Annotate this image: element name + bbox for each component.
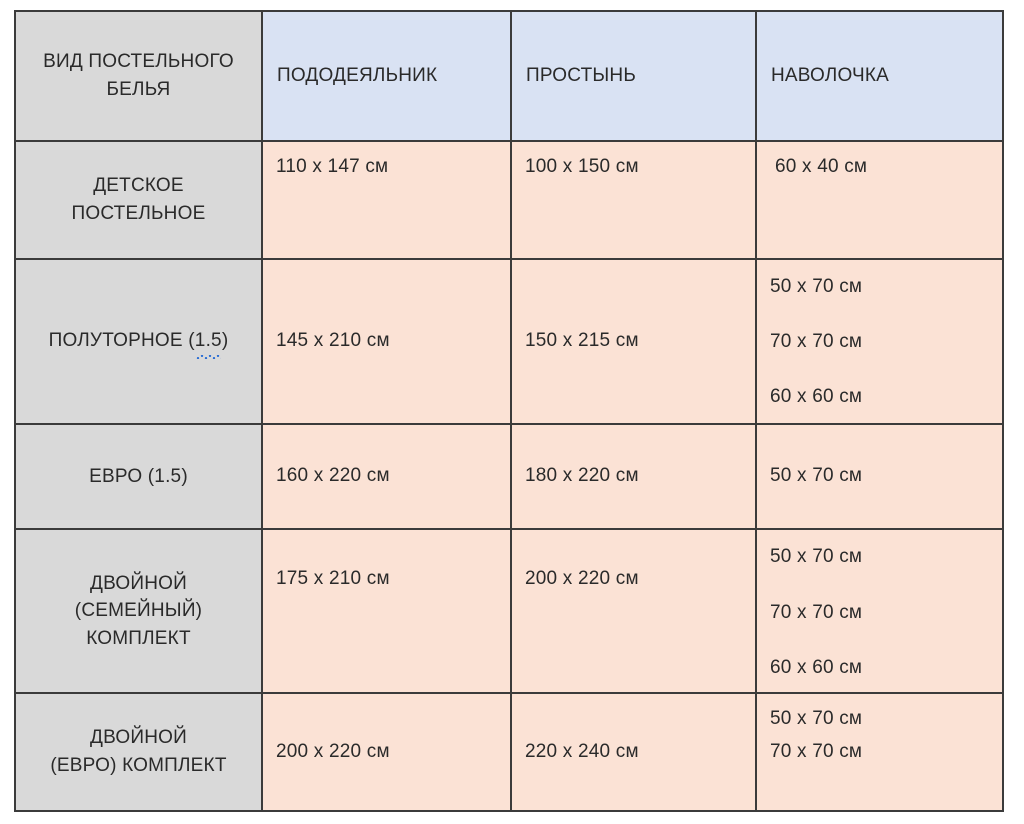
column-header-bed-sheet-label: ПРОСТЫНЬ: [526, 65, 636, 87]
linen-type-label-prefix: ПОЛУТОРНОЕ (: [48, 330, 195, 352]
column-header-linen-type: ВИД ПОСТЕЛЬНОГО БЕЛЬЯ: [14, 10, 263, 142]
size-value: 150 x 215 см: [525, 330, 639, 352]
size-value-stack: 180 x 220 см: [512, 463, 755, 490]
size-value: 180 x 220 см: [525, 465, 639, 487]
size-value-stack: 175 x 210 см: [263, 530, 510, 593]
size-value: 175 x 210 см: [276, 568, 390, 589]
size-value-stack: 50 x 70 см 70 x 70 см 60 x 60 см: [757, 260, 1002, 423]
size-value: 60 x 60 см: [770, 657, 863, 679]
cell-pillowcase-size: 50 x 70 см 70 x 70 см 60 x 60 см: [755, 258, 1004, 425]
size-value: 60 x 40 см: [775, 156, 868, 177]
size-value: 110 x 147 см: [276, 156, 389, 177]
cell-pillowcase-size: 50 x 70 см 70 x 70 см 60 x 60 см: [755, 528, 1004, 694]
size-value: 60 x 60 см: [770, 386, 863, 408]
cell-linen-type: ЕВРО (1.5): [14, 423, 263, 530]
column-header-linen-type-label: ВИД ПОСТЕЛЬНОГО БЕЛЬЯ: [43, 51, 234, 100]
size-value-stack: 200 x 220 см: [263, 739, 510, 766]
cell-linen-type: ДВОЙНОЙ (ЕВРО) КОМПЛЕКТ: [14, 692, 263, 812]
size-value-stack: 50 x 70 см: [757, 463, 1002, 490]
cell-linen-type: ПОЛУТОРНОЕ (1.5 ): [14, 258, 263, 425]
size-value: 145 x 210 см: [276, 330, 390, 352]
size-value-stack: 50 x 70 см 70 x 70 см 60 x 60 см: [757, 530, 1002, 692]
size-value-stack: 100 x 150 см: [512, 142, 755, 181]
linen-type-label: ПОЛУТОРНОЕ (1.5 ): [16, 327, 261, 359]
size-value-stack: 145 x 210 см: [263, 328, 510, 355]
column-header-bed-sheet: ПРОСТЫНЬ: [510, 10, 757, 142]
linen-type-label: ДЕТСКОЕ ПОСТЕЛЬНОЕ: [71, 175, 206, 224]
size-value-stack: 60 x 40 см: [757, 142, 1002, 181]
column-header-duvet-cover-label: ПОДОДЕЯЛЬНИК: [277, 65, 438, 87]
table-row: ДЕТСКОЕ ПОСТЕЛЬНОЕ 110 x 147 см 100 x 15…: [14, 140, 1004, 260]
cell-duvet-cover-size: 200 x 220 см: [261, 692, 512, 812]
size-value: 160 x 220 см: [276, 465, 390, 487]
size-value: 50 x 70 см: [770, 546, 863, 567]
table-row: ПОЛУТОРНОЕ (1.5 ) 145 x 210 см 150 x 215…: [14, 258, 1004, 425]
size-value: 70 x 70 см: [770, 601, 863, 623]
size-value: 50 x 70 см: [770, 708, 863, 729]
linen-type-label: ДВОЙНОЙ (СЕМЕЙНЫЙ) КОМПЛЕКТ: [74, 572, 203, 649]
column-header-pillowcase: НАВОЛОЧКА: [755, 10, 1004, 142]
cell-duvet-cover-size: 175 x 210 см: [261, 528, 512, 694]
size-value: 70 x 70 см: [770, 331, 863, 353]
cell-linen-type: ДВОЙНОЙ (СЕМЕЙНЫЙ) КОМПЛЕКТ: [14, 528, 263, 694]
bed-linen-sizes-table: ВИД ПОСТЕЛЬНОГО БЕЛЬЯ ПОДОДЕЯЛЬНИК ПРОСТ…: [14, 10, 1004, 812]
table-row: ДВОЙНОЙ (СЕМЕЙНЫЙ) КОМПЛЕКТ 175 x 210 см…: [14, 528, 1004, 694]
table-row: ЕВРО (1.5) 160 x 220 см 180 x 220 см 50 …: [14, 423, 1004, 530]
cell-duvet-cover-size: 145 x 210 см: [261, 258, 512, 425]
size-value-stack: 150 x 215 см: [512, 328, 755, 355]
cell-bed-sheet-size: 220 x 240 см: [510, 692, 757, 812]
spellcheck-underlined-text: 1.5: [195, 327, 222, 359]
size-value-stack: 50 x 70 см 70 x 70 см: [757, 694, 1002, 794]
size-value: 100 x 150 см: [525, 156, 639, 177]
cell-bed-sheet-size: 150 x 215 см: [510, 258, 757, 425]
cell-pillowcase-size: 50 x 70 см: [755, 423, 1004, 530]
size-value: 200 x 220 см: [276, 740, 390, 762]
size-value-stack: 160 x 220 см: [263, 463, 510, 490]
cell-pillowcase-size: 60 x 40 см: [755, 140, 1004, 260]
linen-type-label-suffix: ): [221, 330, 229, 352]
table-row: ДВОЙНОЙ (ЕВРО) КОМПЛЕКТ 200 x 220 см 220…: [14, 692, 1004, 812]
cell-pillowcase-size: 50 x 70 см 70 x 70 см: [755, 692, 1004, 812]
cell-linen-type: ДЕТСКОЕ ПОСТЕЛЬНОЕ: [14, 140, 263, 260]
size-value: 70 x 70 см: [770, 741, 863, 763]
cell-bed-sheet-size: 100 x 150 см: [510, 140, 757, 260]
size-value: 200 x 220 см: [525, 568, 639, 589]
linen-type-label: ДВОЙНОЙ (ЕВРО) КОМПЛЕКТ: [50, 727, 227, 776]
cell-bed-sheet-size: 180 x 220 см: [510, 423, 757, 530]
cell-duvet-cover-size: 160 x 220 см: [261, 423, 512, 530]
size-value: 220 x 240 см: [525, 740, 639, 762]
size-value-stack: 110 x 147 см: [263, 142, 510, 181]
linen-type-label: ЕВРО (1.5): [89, 465, 188, 487]
column-header-pillowcase-label: НАВОЛОЧКА: [771, 65, 890, 87]
size-value-stack: 220 x 240 см: [512, 739, 755, 766]
cell-bed-sheet-size: 200 x 220 см: [510, 528, 757, 694]
size-value: 50 x 70 см: [770, 465, 863, 487]
table-header-row: ВИД ПОСТЕЛЬНОГО БЕЛЬЯ ПОДОДЕЯЛЬНИК ПРОСТ…: [14, 10, 1004, 142]
cell-duvet-cover-size: 110 x 147 см: [261, 140, 512, 260]
size-value: 50 x 70 см: [770, 276, 863, 297]
column-header-duvet-cover: ПОДОДЕЯЛЬНИК: [261, 10, 512, 142]
size-value-stack: 200 x 220 см: [512, 530, 755, 593]
